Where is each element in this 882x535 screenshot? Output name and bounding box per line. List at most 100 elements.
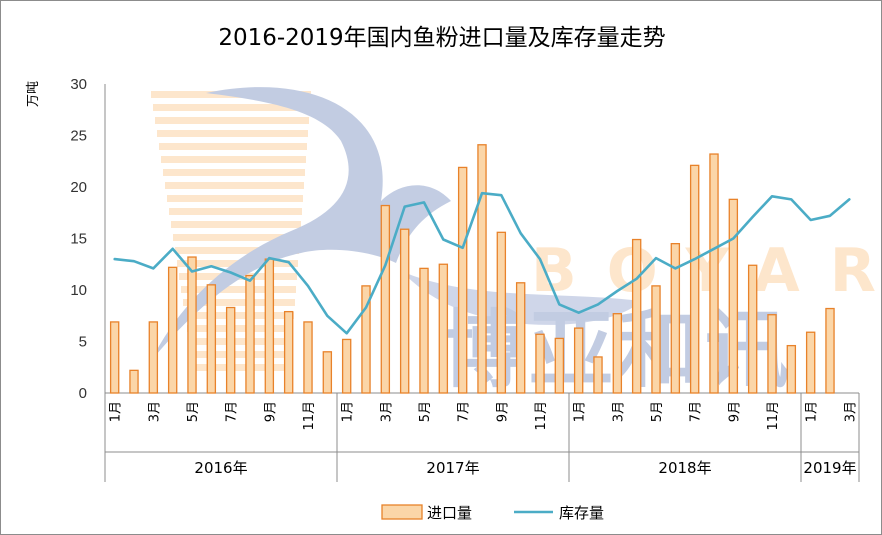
x-tick-label: 11月 xyxy=(534,401,549,431)
x-tick-label: 5月 xyxy=(186,401,201,422)
import-bar xyxy=(767,314,777,394)
watermark-stripe xyxy=(153,104,310,111)
import-bar xyxy=(245,274,255,394)
x-tick-label: 3月 xyxy=(611,401,626,422)
import-bar xyxy=(167,266,178,394)
x-tick-label: 1月 xyxy=(109,401,124,422)
x-tick-label: 1月 xyxy=(341,401,356,422)
import-bar xyxy=(438,263,449,394)
import-bar xyxy=(786,344,797,394)
legend-label-stock: 库存量 xyxy=(559,504,604,522)
import-bar xyxy=(670,242,681,394)
import-bar xyxy=(380,204,391,394)
chart-title: 2016-2019年国内鱼粉进口量及库存量走势 xyxy=(218,25,665,51)
y-tick-label: 20 xyxy=(70,179,87,196)
x-tick-label: 11月 xyxy=(766,401,781,431)
import-bar xyxy=(805,331,816,394)
x-tick-label: 7月 xyxy=(225,401,240,422)
import-bar xyxy=(399,228,410,394)
watermark-stripe xyxy=(171,221,301,228)
import-bar xyxy=(419,267,429,394)
watermark-stripe xyxy=(183,299,295,306)
import-bar xyxy=(187,256,197,394)
import-bars xyxy=(109,144,835,394)
import-bar xyxy=(477,144,487,394)
watermark-stripe xyxy=(157,130,308,137)
y-tick-label: 25 xyxy=(70,128,87,145)
import-bar xyxy=(573,327,584,394)
import-bar xyxy=(515,282,526,394)
x-tick-label: 5月 xyxy=(650,401,665,422)
x-tick-label: 7月 xyxy=(457,401,472,422)
x-tick-label: 9月 xyxy=(727,401,742,422)
watermark-stripe xyxy=(181,286,296,293)
watermark-stripe xyxy=(187,325,293,332)
y-axis-label: 万吨 xyxy=(26,81,41,107)
import-bar xyxy=(303,321,313,394)
import-bar xyxy=(612,313,623,394)
watermark-stripe xyxy=(165,182,304,189)
import-bar xyxy=(631,238,642,394)
import-bar xyxy=(283,310,294,394)
watermark-stripe xyxy=(159,143,307,150)
watermark-stripe xyxy=(185,312,294,319)
import-bar xyxy=(651,285,661,394)
import-bar xyxy=(129,369,139,394)
import-bar xyxy=(825,307,835,394)
year-label: 2019年 xyxy=(803,459,856,477)
watermark-wing-shape xyxy=(151,87,451,361)
y-tick-label: 30 xyxy=(70,76,87,93)
year-label: 2016年 xyxy=(194,459,247,477)
x-tick-label: 1月 xyxy=(573,401,588,422)
year-label: 2018年 xyxy=(658,459,711,477)
import-bar xyxy=(341,338,352,394)
x-axis-month-ticks: 1月 3月 5月 7月 9月 11月 1月 3月 5月 7月 9月 11月 1月 3月 5月 7月 9月 11月 1… xyxy=(109,401,859,431)
legend: 进口量 库存量 xyxy=(381,504,604,522)
x-tick-label: 1月 xyxy=(805,401,820,422)
watermark-stripe xyxy=(161,156,306,163)
import-bar xyxy=(148,321,159,394)
watermark-stripe xyxy=(189,338,292,345)
import-bar xyxy=(728,198,739,394)
stock-line-series xyxy=(113,191,851,335)
import-bar xyxy=(109,321,120,394)
import-bar xyxy=(554,337,565,394)
import-bar xyxy=(322,351,333,394)
import-bar xyxy=(689,164,700,394)
legend-swatch-import xyxy=(381,504,423,520)
watermark-stripe xyxy=(163,169,305,176)
watermark-stripe xyxy=(191,351,291,358)
import-bar xyxy=(709,153,719,394)
import-bar xyxy=(747,264,758,394)
watermark-stripe xyxy=(167,195,303,202)
legend-label-import: 进口量 xyxy=(427,504,472,522)
y-tick-label: 15 xyxy=(70,231,87,248)
watermark-stripe xyxy=(155,117,309,124)
year-label: 2017年 xyxy=(426,459,479,477)
import-bar xyxy=(361,285,371,394)
import-bar xyxy=(457,166,468,394)
import-bar xyxy=(593,356,603,394)
import-bar xyxy=(496,231,507,394)
watermark-stripe xyxy=(193,364,290,371)
watermark-brand: BOYAR xyxy=(531,236,881,306)
import-bar xyxy=(264,258,275,394)
x-tick-label: 9月 xyxy=(263,401,278,422)
x-tick-label: 11月 xyxy=(302,401,317,431)
y-tick-label: 10 xyxy=(70,282,87,299)
x-tick-label: 3月 xyxy=(843,401,858,422)
x-tick-label: 9月 xyxy=(495,401,510,422)
x-tick-label: 3月 xyxy=(147,401,162,422)
watermark-stripe xyxy=(173,234,300,241)
y-tick-label: 0 xyxy=(79,385,87,402)
watermark-stripe xyxy=(169,208,302,215)
y-axis-ticks: 0 5 10 15 20 25 30 xyxy=(70,76,87,402)
import-bar xyxy=(535,333,545,394)
x-tick-label: 5月 xyxy=(418,401,433,422)
y-tick-label: 5 xyxy=(79,334,87,351)
import-bar xyxy=(225,306,236,394)
x-axis-year-labels: 2016年 2017年 2018年 2019年 xyxy=(194,459,856,477)
watermark-stripe xyxy=(175,247,299,254)
